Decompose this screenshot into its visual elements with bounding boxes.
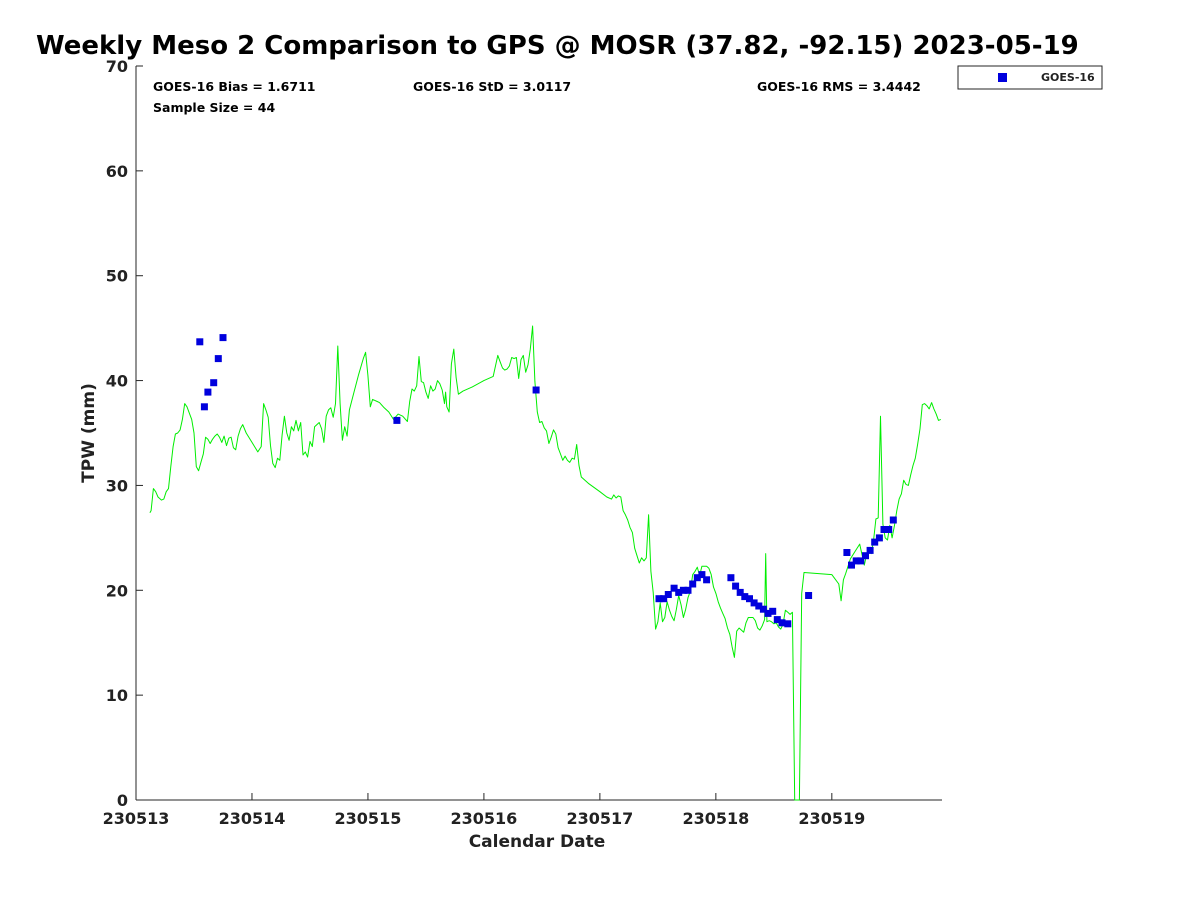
x-tick-label: 230518 xyxy=(682,809,749,828)
goes-point xyxy=(764,609,772,617)
y-tick-label: 70 xyxy=(106,57,128,76)
gps-tpw-line xyxy=(149,325,941,801)
goes-point xyxy=(805,592,813,599)
x-axis-ticks: 230513 230514 230515 230516 230517 230518 2305… xyxy=(103,793,865,828)
goes-point xyxy=(889,516,897,524)
goes-point xyxy=(769,607,777,615)
bias-stat: GOES-16 Bias = 1.6711 xyxy=(153,79,315,94)
x-tick-label: 230517 xyxy=(566,809,633,828)
y-tick-label: 60 xyxy=(106,162,128,181)
y-tick-label: 30 xyxy=(106,476,128,495)
goes-point xyxy=(880,526,888,533)
goes-point xyxy=(214,355,222,363)
goes-point xyxy=(210,379,218,387)
std-stat: GOES-16 StD = 3.0117 xyxy=(413,79,571,94)
goes-point xyxy=(679,586,687,594)
goes-point xyxy=(689,580,697,588)
x-tick-label: 230515 xyxy=(335,809,402,828)
legend-square-icon xyxy=(998,73,1007,82)
legend: GOES-16 xyxy=(957,65,1103,90)
y-tick-label: 20 xyxy=(106,581,128,600)
goes-point xyxy=(852,557,860,565)
goes-point xyxy=(727,574,735,582)
goes-point xyxy=(200,403,208,411)
goes-point xyxy=(773,616,781,624)
goes-point xyxy=(703,576,711,584)
sample-size-stat: Sample Size = 44 xyxy=(153,100,275,115)
y-tick-label: 40 xyxy=(106,372,128,391)
x-tick-label: 230516 xyxy=(451,809,518,828)
x-axis-label: Calendar Date xyxy=(469,832,606,852)
y-tick-label: 0 xyxy=(117,791,128,810)
goes-point xyxy=(664,591,672,598)
goes-point xyxy=(219,334,227,342)
goes-point xyxy=(660,595,668,603)
goes-point xyxy=(675,588,683,596)
goes-point xyxy=(746,595,753,603)
goes-point xyxy=(532,386,540,394)
goes-point xyxy=(784,620,792,628)
x-tick-label: 230513 xyxy=(103,809,170,828)
goes-point xyxy=(755,602,763,610)
x-tick-label: 230519 xyxy=(798,809,865,828)
goes-point xyxy=(655,595,663,603)
goes-point xyxy=(736,588,744,596)
goes-point xyxy=(732,582,740,590)
y-axis-ticks: 0 10 20 30 40 50 60 70 xyxy=(106,57,143,810)
legend-box xyxy=(957,65,1103,90)
gps-series-layer xyxy=(149,325,941,801)
legend-label: GOES-16 xyxy=(1041,71,1095,84)
goes-point xyxy=(857,557,865,565)
goes-point xyxy=(196,338,204,346)
goes-point xyxy=(204,388,212,396)
goes-point xyxy=(759,605,767,613)
goes-point xyxy=(670,584,678,592)
goes-point xyxy=(750,599,758,607)
goes-point xyxy=(862,552,869,560)
y-tick-label: 50 xyxy=(106,267,128,286)
goes-point xyxy=(885,526,893,533)
y-tick-label: 10 xyxy=(106,686,128,705)
rms-stat: GOES-16 RMS = 3.4442 xyxy=(757,79,921,94)
y-axis-label: TPW (mm) xyxy=(79,383,99,483)
goes-point xyxy=(393,416,401,424)
goes-points-layer xyxy=(196,334,897,628)
goes-point xyxy=(778,619,786,627)
goes-point xyxy=(871,538,879,546)
goes-point xyxy=(866,546,874,554)
goes-point xyxy=(848,561,855,569)
goes-point xyxy=(698,571,706,579)
goes-point xyxy=(693,574,701,582)
plot-area xyxy=(136,66,942,800)
goes-point xyxy=(741,593,749,601)
goes-point xyxy=(684,586,692,594)
goes-point xyxy=(843,549,851,556)
goes-point xyxy=(875,534,883,542)
chart-title: Weekly Meso 2 Comparison to GPS @ MOSR (… xyxy=(36,31,1079,61)
x-tick-label: 230514 xyxy=(219,809,286,828)
